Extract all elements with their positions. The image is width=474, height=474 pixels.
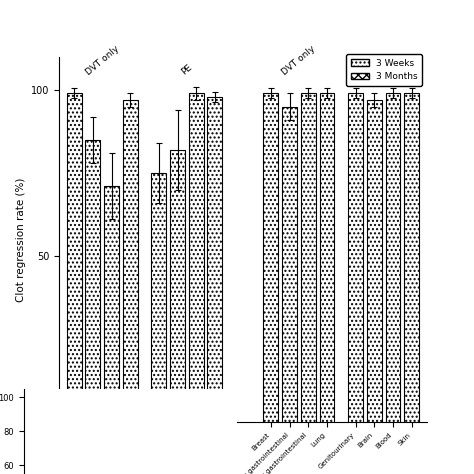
Text: DVT only: DVT only — [84, 44, 120, 77]
Bar — [404, 93, 419, 422]
Bar — [104, 186, 119, 422]
Bar — [348, 93, 363, 422]
Bar — [282, 107, 297, 422]
Bar — [189, 93, 204, 422]
Bar — [85, 140, 100, 422]
Bar — [208, 97, 222, 422]
Y-axis label: Clot regression rate (%): Clot regression rate (%) — [16, 177, 26, 301]
Bar — [67, 93, 82, 422]
Bar — [301, 93, 316, 422]
Bar — [151, 173, 166, 422]
Bar — [170, 150, 185, 422]
Bar — [319, 93, 335, 422]
Text: DVT only: DVT only — [281, 44, 317, 77]
Bar — [367, 100, 382, 422]
Bar — [264, 93, 278, 422]
Text: PE: PE — [376, 63, 391, 77]
Legend: 3 Weeks, 3 Months: 3 Weeks, 3 Months — [346, 54, 422, 86]
Bar — [123, 100, 138, 422]
Text: PE: PE — [180, 63, 194, 77]
Bar — [385, 93, 401, 422]
